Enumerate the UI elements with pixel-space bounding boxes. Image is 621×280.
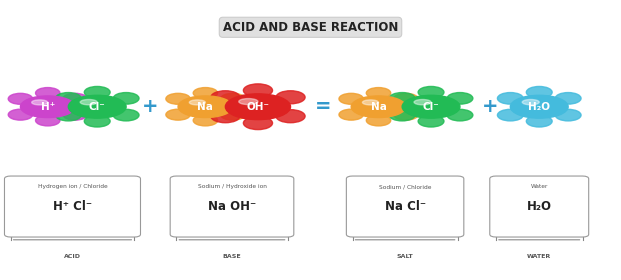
Circle shape — [527, 115, 552, 127]
Text: +: + — [481, 97, 498, 116]
Ellipse shape — [20, 96, 75, 118]
Circle shape — [447, 93, 473, 104]
Circle shape — [55, 93, 81, 104]
Text: OH⁻: OH⁻ — [247, 102, 270, 112]
FancyBboxPatch shape — [347, 176, 464, 237]
Circle shape — [220, 93, 245, 104]
Ellipse shape — [363, 100, 379, 105]
Text: +: + — [142, 97, 158, 116]
Circle shape — [394, 109, 418, 120]
Circle shape — [84, 87, 110, 98]
Text: H₂O: H₂O — [527, 200, 551, 213]
Circle shape — [55, 109, 81, 121]
Circle shape — [339, 93, 363, 104]
Circle shape — [113, 109, 139, 121]
Ellipse shape — [178, 96, 233, 118]
Circle shape — [555, 93, 581, 104]
Circle shape — [389, 93, 415, 104]
Circle shape — [394, 93, 418, 104]
Circle shape — [243, 116, 273, 130]
Circle shape — [166, 93, 190, 104]
Text: Na Cl⁻: Na Cl⁻ — [384, 200, 425, 213]
Text: =: = — [315, 97, 331, 116]
Text: Na: Na — [197, 102, 214, 112]
Text: Sodium / Chloride: Sodium / Chloride — [379, 184, 432, 189]
Circle shape — [193, 88, 217, 99]
Text: Sodium / Hydroxide ion: Sodium / Hydroxide ion — [197, 184, 266, 189]
Text: ACID AND BASE REACTION: ACID AND BASE REACTION — [223, 21, 398, 34]
Circle shape — [418, 115, 444, 127]
Ellipse shape — [189, 100, 206, 105]
FancyBboxPatch shape — [170, 176, 294, 237]
Circle shape — [418, 87, 444, 98]
FancyBboxPatch shape — [4, 176, 140, 237]
Ellipse shape — [351, 96, 406, 118]
Text: Water: Water — [530, 184, 548, 189]
Ellipse shape — [510, 95, 568, 118]
Ellipse shape — [239, 99, 258, 105]
Circle shape — [497, 109, 524, 121]
Ellipse shape — [225, 94, 291, 120]
Circle shape — [84, 115, 110, 127]
Text: ACID: ACID — [64, 254, 81, 259]
Circle shape — [497, 93, 524, 104]
Circle shape — [220, 109, 245, 120]
FancyBboxPatch shape — [490, 176, 589, 237]
Ellipse shape — [414, 99, 431, 105]
Circle shape — [35, 88, 60, 99]
Circle shape — [63, 109, 88, 120]
Circle shape — [555, 109, 581, 121]
Circle shape — [527, 87, 552, 98]
Circle shape — [8, 93, 33, 104]
Ellipse shape — [68, 95, 126, 118]
Text: WATER: WATER — [527, 254, 551, 259]
Text: Cl⁻: Cl⁻ — [89, 102, 106, 112]
Circle shape — [193, 115, 217, 126]
Circle shape — [8, 109, 33, 120]
Text: H₂O: H₂O — [528, 102, 550, 112]
Text: H⁺: H⁺ — [40, 102, 55, 112]
Circle shape — [389, 109, 415, 121]
Text: BASE: BASE — [223, 254, 242, 259]
Text: H⁺ Cl⁻: H⁺ Cl⁻ — [53, 200, 92, 213]
Circle shape — [63, 93, 88, 104]
Text: SALT: SALT — [397, 254, 414, 259]
Text: Cl⁻: Cl⁻ — [423, 102, 440, 112]
Ellipse shape — [32, 100, 48, 105]
Circle shape — [276, 110, 305, 123]
Circle shape — [339, 109, 363, 120]
Ellipse shape — [402, 95, 460, 118]
Circle shape — [366, 115, 391, 126]
Circle shape — [276, 91, 305, 104]
Text: Na: Na — [371, 102, 386, 112]
Circle shape — [243, 84, 273, 97]
Circle shape — [166, 109, 190, 120]
Text: Na OH⁻: Na OH⁻ — [208, 200, 256, 213]
Ellipse shape — [522, 99, 539, 105]
Text: Hydrogen ion / Chloride: Hydrogen ion / Chloride — [38, 184, 107, 189]
Circle shape — [366, 88, 391, 99]
Circle shape — [113, 93, 139, 104]
Circle shape — [35, 115, 60, 126]
Circle shape — [447, 109, 473, 121]
Circle shape — [211, 91, 240, 104]
Ellipse shape — [80, 99, 97, 105]
Circle shape — [211, 110, 240, 123]
